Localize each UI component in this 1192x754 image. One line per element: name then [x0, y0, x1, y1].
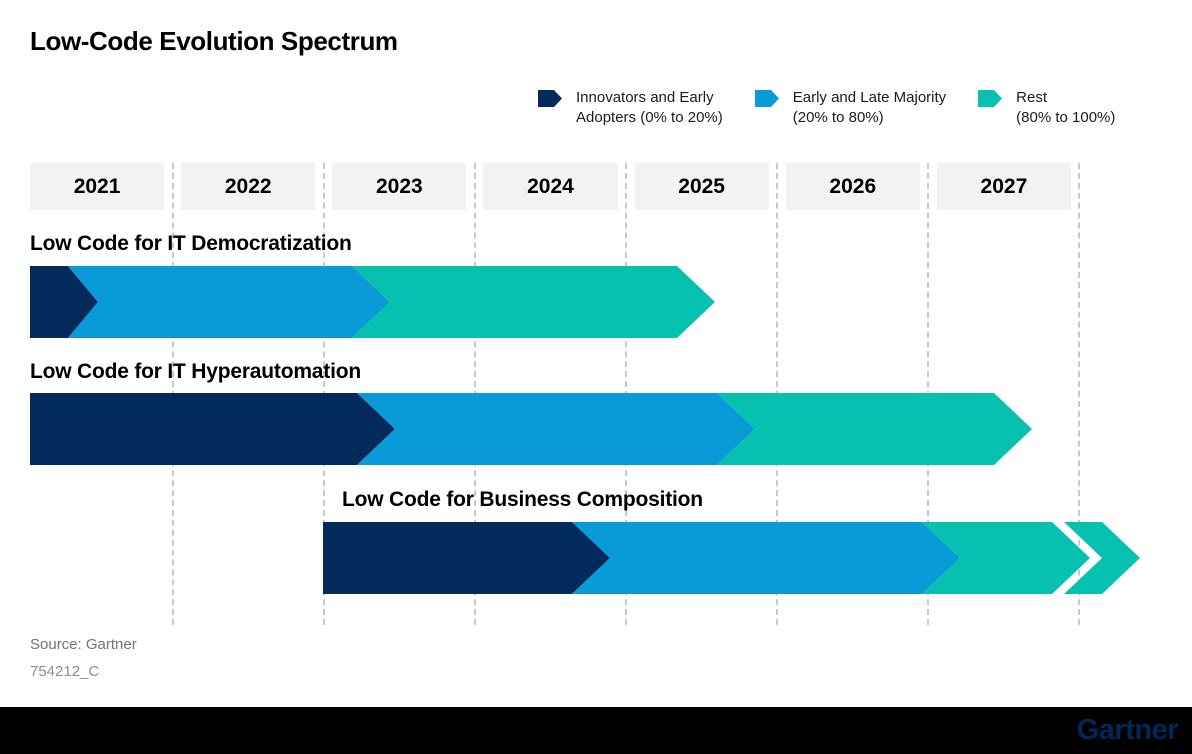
legend-arrow-shape — [754, 90, 779, 107]
row-label-it-hyperautomation: Low Code for IT Hyperautomation — [30, 360, 361, 383]
row2-segment-majority — [357, 393, 755, 465]
row1-segment-innovators — [30, 266, 98, 338]
year-cell-2027: 2027 — [936, 163, 1071, 210]
year-cell-2022: 2022 — [181, 163, 316, 210]
year-cell-2024: 2024 — [483, 163, 618, 210]
year-gridline — [1078, 163, 1080, 625]
legend-label-innovators: Innovators and Early Adopters (0% to 20%… — [576, 88, 723, 128]
legend-arrow-icon-majority — [754, 90, 779, 107]
source-text: Source: Gartner — [30, 636, 137, 653]
legend-item-innovators: Innovators and Early Adopters (0% to 20%… — [538, 88, 723, 128]
timeline-arrows — [30, 266, 1140, 594]
figure-id: 754212_C — [30, 663, 100, 680]
year-cell-2023: 2023 — [332, 163, 467, 210]
brand-bar: Gartner — [0, 707, 1192, 754]
legend-label-line2: (80% to 100%) — [1016, 109, 1116, 126]
legend-label-line1: Innovators and Early — [576, 89, 714, 106]
legend-arrow-icon-innovators — [538, 90, 562, 107]
legend-label-line1: Rest — [1016, 89, 1047, 106]
row-label-business-composition: Low Code for Business Composition — [342, 488, 703, 511]
legend-arrow-shape — [538, 90, 562, 107]
legend-label-majority: Early and Late Majority (20% to 80%) — [793, 88, 946, 128]
row3-segment-rest-continuation-chevron — [1064, 522, 1140, 594]
legend-item-rest: Rest (80% to 100%) — [978, 88, 1115, 128]
legend-arrow-shape — [978, 90, 1003, 107]
row2-segment-rest — [717, 393, 1032, 465]
row3-segment-majority — [572, 522, 960, 594]
page-title: Low-Code Evolution Spectrum — [30, 26, 398, 56]
legend-label-line1: Early and Late Majority — [792, 89, 947, 106]
year-cell-2026: 2026 — [785, 163, 920, 210]
legend-arrow-icon-rest — [978, 90, 1003, 107]
row3-segment-rest — [922, 522, 1090, 594]
legend: Innovators and Early Adopters (0% to 20%… — [538, 88, 1115, 128]
legend-label-rest: Rest (80% to 100%) — [1016, 88, 1115, 128]
year-cell-2025: 2025 — [634, 163, 769, 210]
row1-segment-majority — [68, 266, 390, 338]
row2-segment-innovators — [30, 393, 395, 465]
legend-label-line2: Adopters (0% to 20%) — [576, 109, 723, 126]
row-label-it-democratization: Low Code for IT Democratization — [30, 232, 352, 255]
year-header: 2021 2022 2023 2024 2025 2026 2027 — [30, 163, 1071, 210]
row1-segment-rest — [352, 266, 715, 338]
legend-item-majority: Early and Late Majority (20% to 80%) — [754, 88, 946, 128]
legend-label-line2: (20% to 80%) — [792, 109, 884, 126]
year-cell-2021: 2021 — [30, 163, 165, 210]
row3-segment-innovators — [323, 522, 610, 594]
gartner-logo: Gartner — [1076, 714, 1179, 746]
